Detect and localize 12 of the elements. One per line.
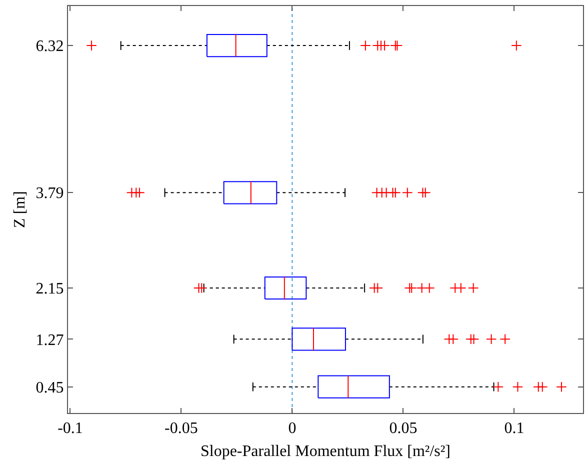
x-tick-label: -0.1 [58, 420, 83, 438]
y-tick-label: 1.27 [36, 332, 64, 349]
y-axis-title: Z [m] [12, 191, 29, 228]
y-tick-label: 0.45 [36, 379, 64, 396]
y-tick-label: 3.79 [36, 185, 64, 202]
x-tick-label: 0.1 [504, 420, 524, 438]
x-tick-label: -0.05 [164, 420, 198, 438]
y-tick-label: 2.15 [36, 280, 64, 298]
x-tick-label: 0.05 [389, 420, 418, 438]
x-axis-title: Slope-Parallel Momentum Flux [m²/s²] [200, 442, 451, 460]
x-tick-label: 0 [288, 420, 296, 438]
y-tick-label: 6.32 [36, 38, 64, 56]
